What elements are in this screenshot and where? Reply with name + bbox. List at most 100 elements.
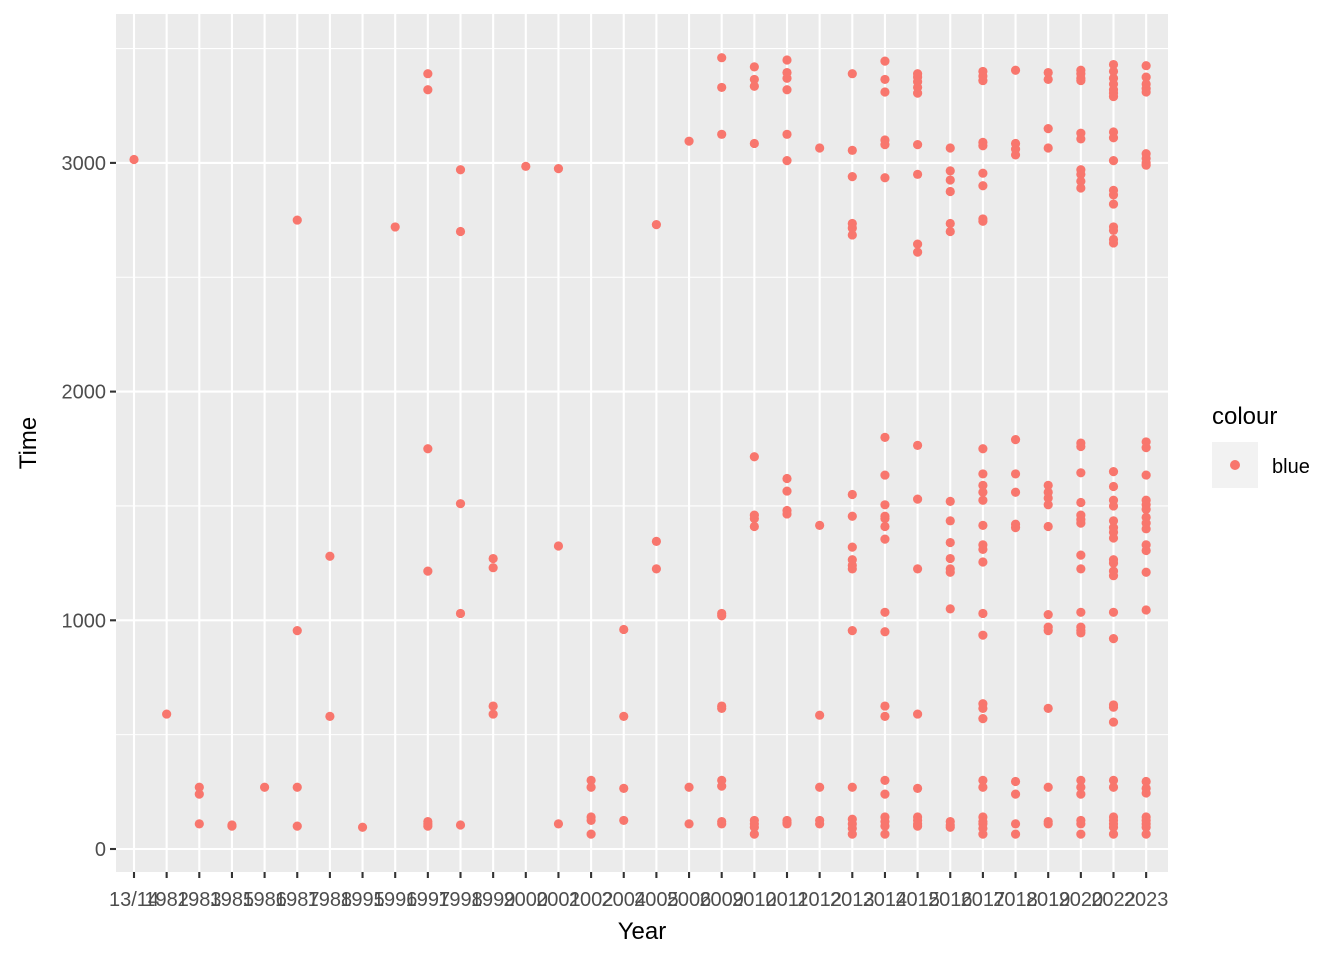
data-point: [1141, 776, 1151, 787]
data-point: [880, 775, 890, 785]
x-tick-label: 1985: [210, 889, 255, 911]
data-point: [782, 55, 792, 65]
data-point: [815, 520, 825, 530]
x-tick-label: 2009: [699, 889, 744, 911]
y-tick-label: 0: [95, 839, 106, 861]
data-point: [945, 186, 955, 197]
data-point: [1108, 238, 1119, 248]
data-point: [292, 215, 302, 225]
data-point: [488, 553, 498, 564]
data-point: [1076, 628, 1086, 638]
data-point: [945, 553, 955, 564]
x-tick-label: 1998: [438, 889, 483, 911]
x-tick-label: 2011: [765, 889, 808, 911]
data-point: [1076, 497, 1086, 508]
data-point: [880, 500, 890, 510]
data-point: [717, 611, 727, 621]
data-point: [880, 701, 890, 711]
data-point: [1010, 776, 1021, 787]
data-point: [1076, 134, 1086, 144]
data-point: [1043, 74, 1053, 85]
data-point: [1076, 775, 1086, 785]
data-point: [684, 136, 694, 146]
x-tick-label: 2002: [569, 889, 614, 911]
data-point: [1076, 176, 1086, 186]
data-point: [455, 226, 466, 237]
data-point: [1076, 782, 1086, 792]
data-point: [749, 829, 759, 839]
data-point: [880, 534, 890, 544]
data-point: [1076, 829, 1086, 839]
data-point: [782, 156, 792, 166]
data-point: [782, 486, 792, 496]
data-point: [717, 781, 727, 791]
data-point: [978, 782, 988, 792]
data-point: [423, 821, 433, 831]
x-tick-label: 2016: [928, 889, 973, 911]
x-tick-label: 2023: [1124, 889, 1169, 911]
data-point: [1076, 564, 1086, 574]
data-point: [1108, 516, 1119, 526]
data-point: [1141, 72, 1151, 82]
data-point: [880, 56, 890, 66]
data-point: [1108, 558, 1119, 568]
data-point: [1141, 443, 1151, 453]
data-point: [1043, 500, 1053, 510]
data-point: [978, 141, 988, 151]
data-point: [1141, 504, 1151, 514]
data-point: [1141, 545, 1151, 556]
data-point: [782, 819, 792, 829]
x-tick-label: 1997: [406, 889, 451, 911]
data-point: [651, 536, 662, 546]
data-point: [978, 714, 988, 724]
data-point: [162, 709, 172, 719]
data-point: [945, 175, 955, 185]
data-point: [521, 161, 531, 171]
data-point: [1108, 501, 1119, 511]
data-point: [1076, 789, 1086, 799]
data-point: [1076, 441, 1086, 452]
data-point: [717, 819, 727, 829]
data-point: [619, 624, 629, 635]
data-point: [913, 709, 923, 719]
data-point: [1108, 91, 1119, 102]
data-point: [815, 143, 825, 153]
data-point: [913, 821, 923, 831]
data-point: [978, 469, 988, 479]
data-point: [782, 473, 792, 484]
data-point: [978, 181, 988, 191]
data-point: [749, 138, 759, 149]
data-point: [1043, 123, 1053, 134]
data-point: [1010, 469, 1021, 479]
data-point: [749, 822, 759, 832]
data-point: [880, 711, 890, 721]
data-point: [1108, 190, 1119, 200]
data-point: [325, 711, 335, 721]
data-point: [945, 218, 955, 229]
data-point: [847, 782, 857, 792]
data-point: [1076, 468, 1086, 478]
data-point: [978, 487, 988, 497]
data-point: [1108, 225, 1119, 235]
data-point: [880, 521, 890, 532]
data-point: [1108, 199, 1119, 209]
data-point: [749, 513, 759, 524]
data-point: [945, 822, 955, 832]
data-point: [717, 82, 727, 93]
data-point: [1010, 789, 1021, 799]
data-point: [292, 625, 302, 636]
data-point: [880, 140, 890, 150]
data-point: [749, 81, 759, 91]
data-point: [1010, 435, 1021, 445]
data-point: [749, 74, 759, 85]
x-tick-label: 1988: [308, 889, 353, 911]
data-point: [1141, 524, 1151, 534]
data-point: [619, 783, 629, 793]
data-point: [847, 829, 857, 839]
data-point: [749, 452, 759, 462]
data-point: [978, 544, 988, 555]
data-point: [978, 520, 988, 530]
data-point: [913, 564, 923, 574]
data-point: [782, 85, 792, 95]
